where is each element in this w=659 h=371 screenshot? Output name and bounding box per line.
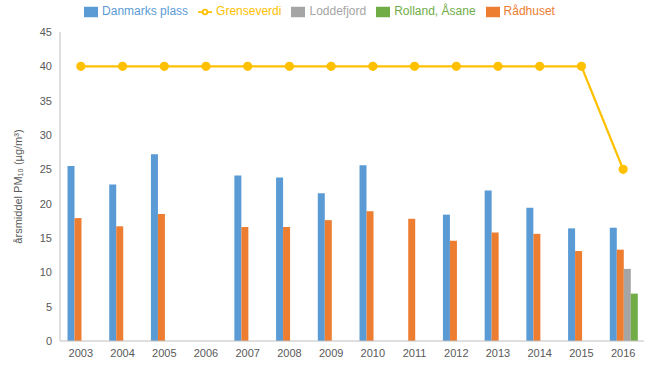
svg-text:2008: 2008: [277, 347, 301, 359]
svg-text:2010: 2010: [361, 347, 385, 359]
html-text:Loddefjord: Loddefjord: [309, 4, 367, 18]
svg-text:2011: 2011: [403, 347, 427, 359]
svg-text:30: 30: [40, 129, 52, 141]
svg-text:2016: 2016: [611, 347, 635, 359]
svg-text:2004: 2004: [110, 347, 134, 359]
svg-text:35: 35: [40, 95, 52, 107]
html-text:Rolland, Åsane: Rolland, Åsane: [394, 4, 476, 18]
svg-text:20: 20: [40, 198, 52, 210]
svg-text:25: 25: [40, 163, 52, 175]
svg-text:2003: 2003: [69, 347, 93, 359]
svg-text:2009: 2009: [319, 347, 343, 359]
svg-text:2013: 2013: [486, 347, 510, 359]
svg-text:2007: 2007: [235, 347, 259, 359]
svg-text:45: 45: [40, 26, 52, 38]
svg-text:årsmiddel PM₁₀ (µg/m³): årsmiddel PM₁₀ (µg/m³): [12, 129, 24, 243]
svg-text:10: 10: [40, 266, 52, 278]
svg-text:5: 5: [46, 301, 52, 313]
svg-text:40: 40: [40, 60, 52, 72]
svg-text:2015: 2015: [569, 347, 593, 359]
svg-text:0: 0: [46, 335, 52, 347]
html-text:Grenseverdi: Grenseverdi: [216, 4, 282, 18]
svg-text:15: 15: [40, 232, 52, 244]
html-text:Rådhuset: Rådhuset: [503, 4, 555, 18]
svg-text:2005: 2005: [152, 347, 176, 359]
svg-text:2006: 2006: [194, 347, 218, 359]
svg-text:2012: 2012: [444, 347, 468, 359]
svg-text:2014: 2014: [527, 347, 551, 359]
html-text:Danmarks plass: Danmarks plass: [102, 4, 189, 18]
